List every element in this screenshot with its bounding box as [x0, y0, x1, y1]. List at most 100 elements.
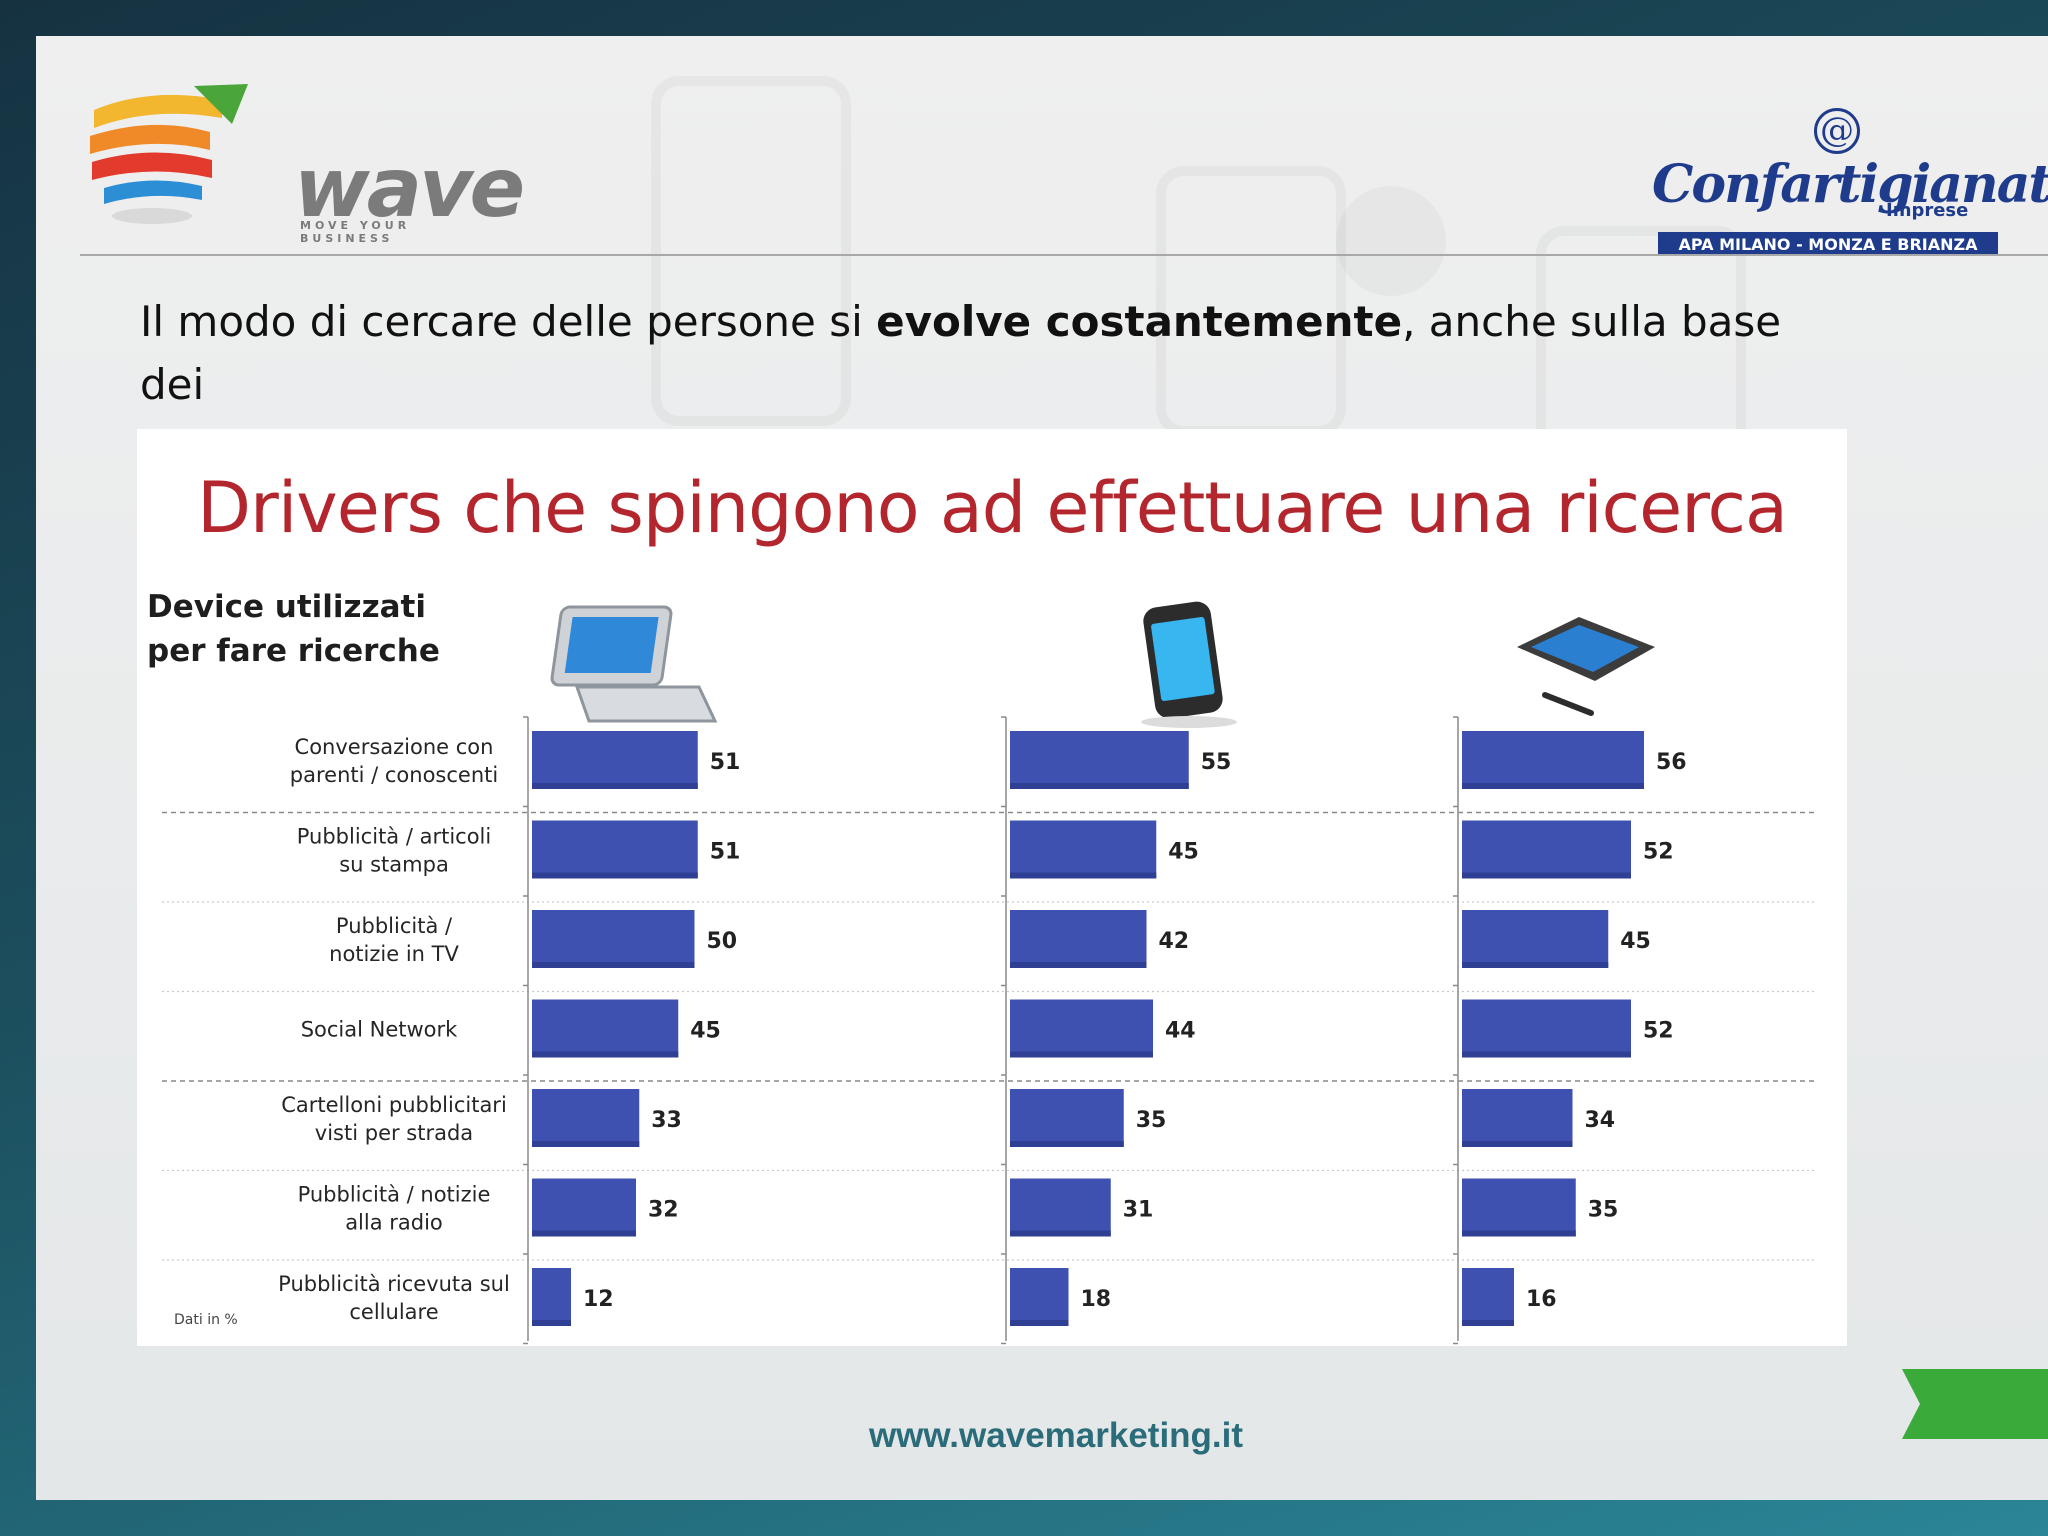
chart-panel: Conversazione con parenti / conoscenti Pub…	[137, 429, 1847, 1346]
category-label: Pubblicità / articoli	[297, 825, 491, 849]
bar	[532, 1089, 640, 1147]
value-label: 31	[1123, 1198, 1154, 1223]
headline-segment: evolve costantemente	[876, 297, 1403, 346]
confartigianato-wordmark: Confartigianato	[1652, 154, 2048, 215]
category-label: Conversazione con	[295, 735, 494, 759]
bar	[1462, 1089, 1573, 1147]
value-label: 52	[1643, 840, 1674, 865]
value-label: 34	[1585, 1108, 1616, 1133]
bar	[1010, 910, 1147, 968]
bar-shadow	[1010, 783, 1189, 789]
laptop-keyboard-icon	[574, 685, 718, 723]
wave-logo: wave MOVE YOUR BUSINESS	[82, 66, 525, 266]
value-label: 55	[1201, 750, 1232, 775]
smartphone-shadow-icon	[1141, 716, 1237, 728]
value-label: 44	[1165, 1019, 1196, 1044]
value-label: 50	[707, 929, 738, 954]
category-label: alla radio	[345, 1211, 443, 1235]
bar-shadow	[1462, 962, 1609, 968]
stylus-icon	[1542, 692, 1594, 716]
bar	[532, 820, 698, 879]
bar	[1010, 820, 1157, 879]
device-group-title-line-1: Device utilizzati	[147, 589, 426, 625]
bar-shadow	[1010, 1320, 1069, 1326]
at-sign-icon: @	[1814, 108, 1860, 154]
value-label: 35	[1588, 1198, 1619, 1223]
value-label: 56	[1656, 750, 1687, 775]
device-group-title-line-2: per fare ricerche	[147, 633, 440, 669]
category-label: cellulare	[349, 1300, 438, 1324]
smartphone-screen-icon	[1151, 617, 1215, 701]
value-label: 42	[1159, 929, 1190, 954]
bar	[1010, 1089, 1124, 1147]
bar-shadow	[532, 1051, 679, 1058]
category-label: Pubblicità / notizie	[298, 1183, 491, 1207]
confartigianato-logo: @ Confartigianato Imprese APA MILANO - M…	[1648, 66, 2048, 266]
bar-shadow	[532, 1320, 571, 1326]
headline-segment: , anche sulla base dei	[140, 297, 1782, 409]
value-label: 12	[583, 1287, 614, 1312]
slide: wave MOVE YOUR BUSINESS @ Confartigianat…	[36, 36, 2048, 1500]
bar	[1010, 1268, 1069, 1326]
category-label: Pubblicità ricevuta sul	[278, 1272, 510, 1296]
header-divider	[80, 254, 2048, 256]
value-label: 52	[1643, 1019, 1674, 1044]
bar-shadow	[1462, 783, 1644, 789]
headline-segment: Il modo di cercare delle persone si	[140, 297, 877, 346]
green-arrow-tab	[1902, 1369, 2048, 1439]
wave-wordmark: wave	[294, 141, 525, 236]
bar	[1462, 1178, 1576, 1237]
category-label: visti per strada	[315, 1121, 473, 1145]
tablet-screen-icon	[1531, 625, 1639, 672]
bar-shadow	[1462, 1141, 1573, 1147]
wave-tagline: MOVE YOUR BUSINESS	[300, 219, 411, 245]
value-label: 45	[1620, 929, 1651, 954]
bar-shadow	[1010, 962, 1147, 968]
bar-chart: Conversazione con parenti / conoscenti Pub…	[162, 601, 1817, 1345]
laptop-screen-icon	[564, 617, 659, 673]
bar-shadow	[532, 1230, 636, 1237]
chart-title: Drivers che spingono ad effettuare una r…	[197, 467, 1788, 549]
category-label: Social Network	[301, 1018, 458, 1042]
bar-shadow	[1462, 1230, 1576, 1237]
confartigianato-subtitle: Imprese	[1886, 200, 1969, 221]
bar-shadow	[1462, 1320, 1514, 1326]
value-label: 18	[1081, 1287, 1112, 1312]
bar	[1010, 1178, 1111, 1237]
bar	[1462, 1268, 1514, 1326]
value-label: 35	[1136, 1108, 1167, 1133]
bar-shadow	[1010, 1230, 1111, 1237]
headline-line-1: Il modo di cercare delle persone si evol…	[140, 290, 1840, 416]
bar-shadow	[532, 1141, 640, 1147]
background-decoration	[1336, 186, 1446, 296]
website-link[interactable]: www.wavemarketing.it	[868, 1416, 1244, 1455]
bar	[1010, 731, 1189, 789]
bar-shadow	[1010, 1141, 1124, 1147]
category-label: Pubblicità /	[336, 914, 453, 938]
chart-footnote: Dati in %	[174, 1312, 238, 1328]
bar-shadow	[532, 783, 698, 789]
bar-shadow	[532, 962, 695, 968]
value-label: 32	[648, 1198, 679, 1223]
bar	[532, 910, 695, 968]
bar	[1010, 999, 1153, 1058]
category-label: Cartelloni pubblicitari	[281, 1093, 507, 1117]
value-label: 33	[651, 1108, 682, 1133]
bar	[1462, 820, 1631, 879]
bar-shadow	[1462, 1051, 1631, 1058]
bar	[1462, 910, 1609, 968]
bar-shadow	[1010, 872, 1157, 879]
bar	[532, 1178, 636, 1237]
bar	[532, 1268, 571, 1326]
bar	[532, 731, 698, 789]
bar-shadow	[1010, 1051, 1153, 1058]
value-label: 51	[710, 840, 741, 865]
wave-swirl-icon	[90, 84, 248, 224]
value-label: 45	[1168, 840, 1199, 865]
value-label: 45	[690, 1019, 721, 1044]
bar-shadow	[1462, 872, 1631, 879]
bar	[1462, 999, 1631, 1058]
confartigianato-band: APA MILANO - MONZA E BRIANZA	[1658, 232, 1998, 256]
category-label: notizie in TV	[329, 942, 459, 966]
value-label: 16	[1526, 1287, 1557, 1312]
